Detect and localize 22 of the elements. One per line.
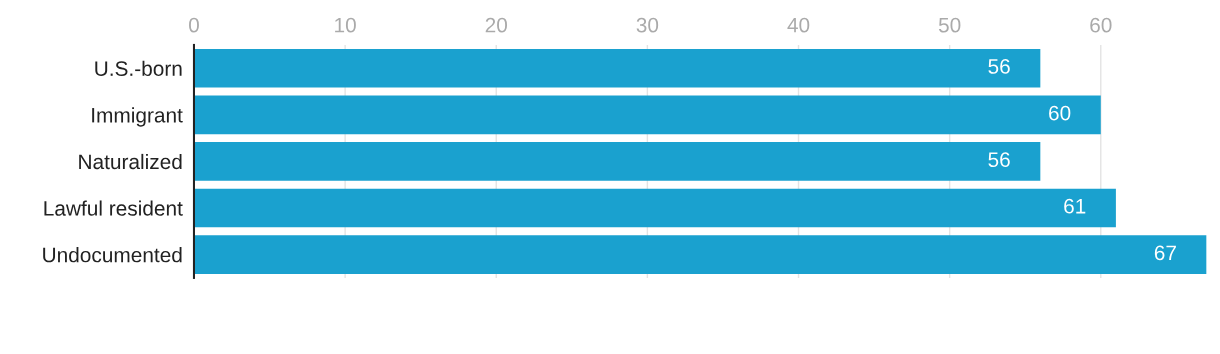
y-tick-label: Undocumented [43,247,182,263]
x-tick-label: 0 [189,17,199,33]
bar [193,188,1116,228]
y-tick-label: U.S.-born [95,60,182,77]
x-tick-label: 10 [335,17,356,33]
x-tick-label: 50 [938,17,961,33]
bar [193,48,1041,88]
y-tick-label: Immigrant [92,107,183,127]
x-tick-label: 20 [485,17,508,33]
data-label: 67 [1154,245,1176,261]
bar [193,142,1041,181]
bar [193,95,1101,135]
data-label: 56 [988,152,1010,168]
data-label: 56 [988,59,1010,74]
y-tick-label: Naturalized [79,153,182,170]
y-tick-label: Lawful resident [44,200,183,216]
x-tick-label: 30 [636,17,659,33]
data-label: 60 [1049,105,1071,121]
x-tick-label: 40 [787,17,810,33]
bar [193,235,1207,274]
data-label: 61 [1064,198,1086,214]
x-tick-label: 60 [1090,17,1112,33]
